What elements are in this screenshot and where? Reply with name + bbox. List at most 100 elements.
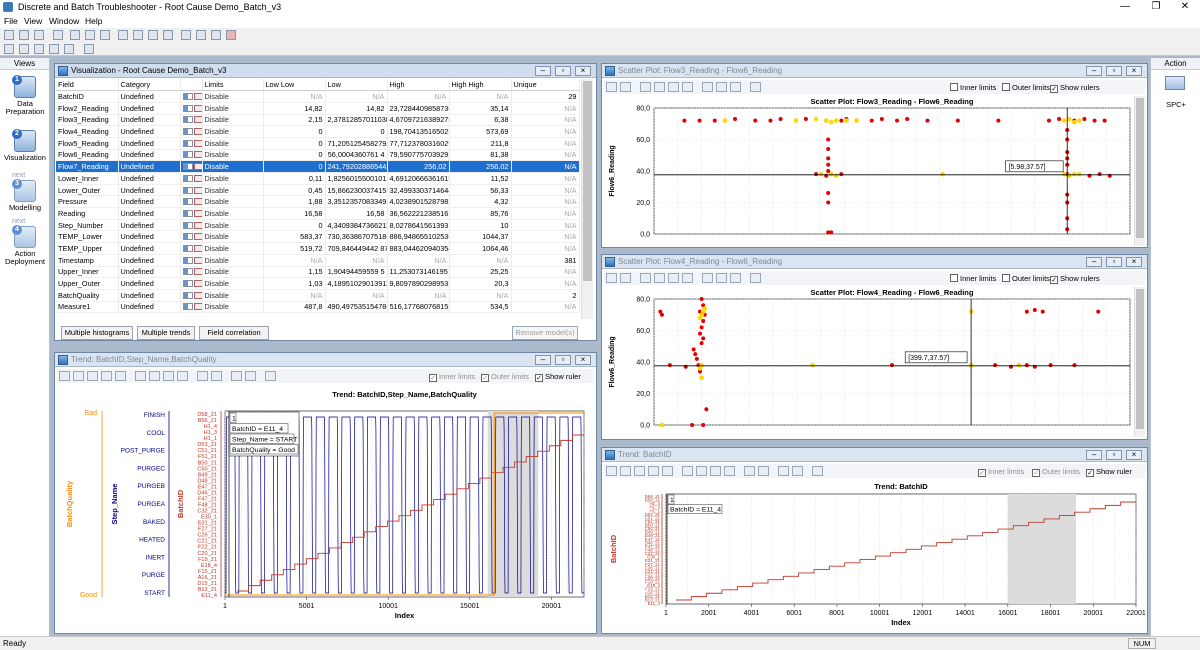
collapse-icon[interactable]: [792, 466, 803, 476]
window-close-icon[interactable]: ×: [575, 355, 591, 365]
table-row[interactable]: Upper_Inner Undefined Disable 1,15 1,9049445…: [56, 266, 580, 279]
pan-icon[interactable]: [682, 273, 693, 283]
show-ruler-checkbox[interactable]: ✓ Show ruler: [535, 372, 581, 382]
overlay-icon[interactable]: [648, 466, 659, 476]
stack-icon[interactable]: [662, 466, 673, 476]
column-header[interactable]: Low Low: [263, 79, 326, 92]
table-row[interactable]: Flow5_Reading Undefined Disable 0 71,2051254…: [56, 137, 580, 150]
table-row[interactable]: Flow4_Reading Undefined Disable 0 0 198,70413…: [56, 125, 580, 138]
export-icon[interactable]: [64, 44, 74, 54]
monitor-icon[interactable]: [84, 44, 94, 54]
table-row[interactable]: BatchQuality Undefined Disable N/A N/A N/A N/A…: [56, 289, 580, 302]
column-header[interactable]: Field: [56, 79, 119, 92]
scatter-1-chart[interactable]: Scatter Plot: Flow3_Reading - Flow6_Read…: [604, 96, 1134, 246]
correlation-icon[interactable]: [181, 30, 191, 40]
scatter-2-scrollbar[interactable]: [1134, 287, 1145, 437]
trend-icon[interactable]: [148, 30, 158, 40]
grid-icon[interactable]: [265, 371, 276, 381]
inner-limits-checkbox[interactable]: Inner limits: [950, 83, 996, 92]
bar-chart-icon[interactable]: [133, 30, 143, 40]
window-close-icon[interactable]: ×: [1126, 257, 1142, 267]
zoom-area-icon[interactable]: [668, 273, 679, 283]
trend-1-chart[interactable]: Trend: BatchID,Step_Name,BatchQuality Bad…: [57, 385, 594, 631]
pan-icon[interactable]: [682, 82, 693, 92]
cut-icon[interactable]: [70, 30, 80, 40]
step-visualization[interactable]: 2 Visualization: [4, 129, 46, 162]
column-header[interactable]: High High: [449, 79, 512, 92]
column-header[interactable]: [180, 79, 203, 92]
table-icon[interactable]: [196, 30, 206, 40]
open-icon[interactable]: [19, 30, 29, 40]
new-icon[interactable]: [4, 30, 14, 40]
fit-icon[interactable]: [606, 82, 617, 92]
tile-icon[interactable]: [19, 44, 29, 54]
zoom-in-icon[interactable]: [640, 82, 651, 92]
window-minimize-icon[interactable]: –: [1086, 450, 1102, 460]
multiple-trends-button[interactable]: Multiple trends: [137, 326, 195, 340]
inner-limits-checkbox[interactable]: Inner limits: [950, 274, 996, 283]
show-rulers-checkbox[interactable]: ✓ Show rulers: [1050, 83, 1100, 93]
zoom-in-icon[interactable]: [682, 466, 693, 476]
table-row[interactable]: Flow6_Reading Undefined Disable 0 56,0004360…: [56, 149, 580, 162]
print-icon[interactable]: [53, 30, 63, 40]
window-restore-icon[interactable]: ▫: [1106, 450, 1122, 460]
window-minimize-icon[interactable]: –: [1086, 257, 1102, 267]
zoom-out-icon[interactable]: [149, 371, 160, 381]
fit-icon[interactable]: [59, 371, 70, 381]
maximize-icon[interactable]: ❐: [1151, 1, 1161, 12]
trend-up-icon[interactable]: [702, 82, 713, 92]
axis-icon[interactable]: [634, 466, 645, 476]
zoom-out-icon[interactable]: [654, 82, 665, 92]
table-row[interactable]: Pressure Undefined Disable 1,88 3,3512357083…: [56, 195, 580, 209]
paste-icon[interactable]: [100, 30, 110, 40]
window-restore-icon[interactable]: ▫: [555, 355, 571, 365]
show-ruler-checkbox[interactable]: ✓ Show ruler: [1086, 467, 1132, 477]
window-restore-icon[interactable]: ▫: [1106, 66, 1122, 76]
menu-window[interactable]: Window: [49, 16, 80, 26]
zoom-area-icon[interactable]: [710, 466, 721, 476]
window-restore-icon[interactable]: ▫: [555, 66, 571, 76]
window-minimize-icon[interactable]: –: [535, 355, 551, 365]
trend-up-icon[interactable]: [197, 371, 208, 381]
zoom-in-icon[interactable]: [640, 273, 651, 283]
step-data-preparation[interactable]: 1 Data Preparation: [5, 75, 45, 116]
stop-icon[interactable]: [226, 30, 236, 40]
column-header[interactable]: High: [387, 79, 450, 92]
zoom-in-icon[interactable]: [135, 371, 146, 381]
menu-view[interactable]: View: [24, 16, 43, 26]
table-row[interactable]: Timestamp Undefined Disable N/A N/A N/A N/A 381: [56, 254, 580, 267]
zoom-out-icon[interactable]: [654, 273, 665, 283]
outer-limits-checkbox[interactable]: Outer limits: [1002, 83, 1050, 92]
trend-up-icon[interactable]: [702, 273, 713, 283]
layout-icon[interactable]: [4, 44, 14, 54]
table-row[interactable]: Upper_Outer Undefined Disable 1,03 4,1895102…: [56, 277, 580, 290]
zoom-area-icon[interactable]: [163, 371, 174, 381]
histogram-icon[interactable]: [118, 30, 128, 40]
table-row[interactable]: TEMP_Lower Undefined Disable 583,37 730,3638…: [56, 230, 580, 244]
step-modelling[interactable]: next 3 Modelling: [8, 172, 42, 212]
table-row[interactable]: Lower_Inner Undefined Disable 0,11 1,8256015…: [56, 172, 580, 185]
trend-wave-icon[interactable]: [730, 82, 741, 92]
table-row[interactable]: Reading Undefined Disable 16,58 16,58 36,5622…: [56, 207, 580, 220]
table-row[interactable]: Flow3_Reading Undefined Disable 2,15 2,37812…: [56, 114, 580, 127]
table-row[interactable]: BatchID Undefined Disable N/A N/A N/A N/A 29: [56, 90, 580, 103]
table-row[interactable]: Measure1 Undefined Disable 487,8 490,4975351…: [56, 301, 580, 314]
scatter-2-chart[interactable]: Scatter Plot: Flow4_Reading - Flow6_Read…: [604, 287, 1134, 437]
arrange-icon[interactable]: [49, 44, 59, 54]
column-header[interactable]: Unique: [511, 79, 580, 92]
window-close-icon[interactable]: ×: [1126, 66, 1142, 76]
fit-icon[interactable]: [606, 466, 617, 476]
field-correlation-button[interactable]: Field correlation: [199, 326, 269, 340]
scatter-icon[interactable]: [163, 30, 173, 40]
trend-2-chart[interactable]: Trend: BatchID D58_21B56_21H1_4H1_3H1_1D5…: [604, 480, 1145, 632]
grid-icon[interactable]: [750, 82, 761, 92]
close-icon[interactable]: ✕: [1180, 1, 1190, 12]
window-minimize-icon[interactable]: –: [535, 66, 551, 76]
table-row[interactable]: Flow7_Reading Undefined Disable 0 241,792028…: [56, 160, 580, 173]
stack-icon[interactable]: [115, 371, 126, 381]
grid-icon[interactable]: [750, 273, 761, 283]
save-icon[interactable]: [34, 30, 44, 40]
pan-icon[interactable]: [177, 371, 188, 381]
expand-icon[interactable]: [231, 371, 242, 381]
table-row[interactable]: Lower_Outer Undefined Disable 0,45 15,866230…: [56, 184, 580, 197]
